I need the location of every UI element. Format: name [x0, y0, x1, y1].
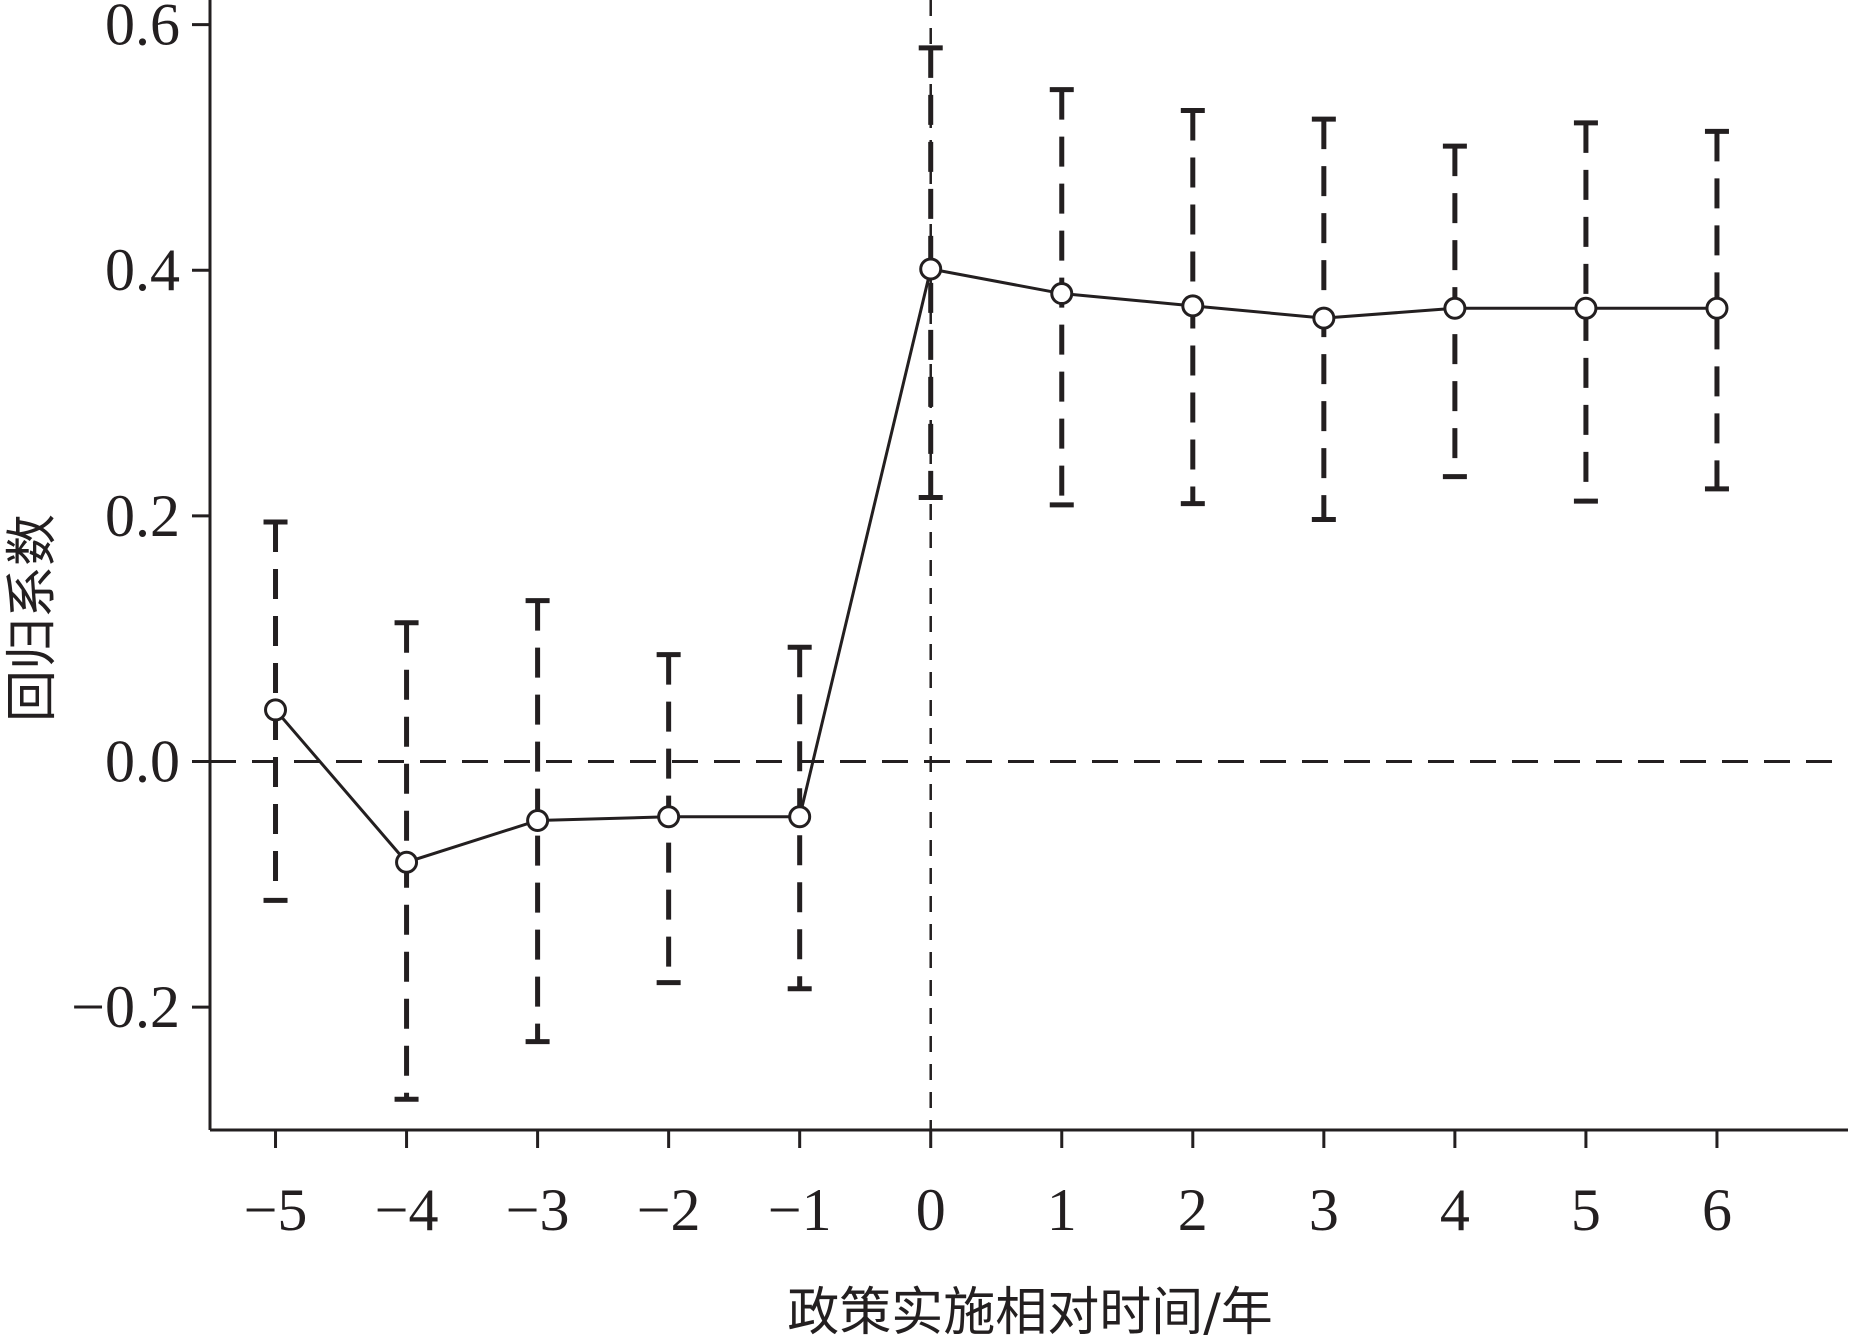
x-tick-label: 3 — [1309, 1177, 1339, 1243]
y-tick-label: −0.2 — [71, 974, 180, 1040]
x-tick-label: −1 — [768, 1177, 832, 1243]
data-point — [526, 808, 550, 832]
data-point — [1705, 296, 1729, 320]
coefficient-series — [264, 257, 1729, 874]
x-tick-label: 0 — [916, 1177, 946, 1243]
series-line — [274, 267, 1717, 864]
y-tick-label: 0.0 — [105, 729, 180, 795]
y-axis-title: 回归系数 — [3, 514, 63, 722]
y-tick-label: 0.2 — [105, 483, 180, 549]
axes — [192, 0, 1848, 1148]
data-point — [264, 698, 288, 722]
y-tick-label: 0.4 — [105, 237, 180, 303]
x-tick-label: 5 — [1571, 1177, 1601, 1243]
data-point — [395, 850, 419, 874]
x-tick-label: 1 — [1047, 1177, 1077, 1243]
x-axis-title: 政策实施相对时间/年 — [787, 1283, 1273, 1343]
data-point — [788, 805, 812, 829]
data-point — [919, 257, 943, 281]
x-tick-label: −4 — [375, 1177, 439, 1243]
x-tick-label: 4 — [1440, 1177, 1470, 1243]
x-tick-label: −2 — [637, 1177, 701, 1243]
x-tick-label: 2 — [1178, 1177, 1208, 1243]
x-tick-label: −3 — [506, 1177, 570, 1243]
data-point — [1312, 306, 1336, 330]
x-tick-label: −5 — [244, 1177, 308, 1243]
x-tick-label: 6 — [1702, 1177, 1732, 1243]
data-point — [1050, 282, 1074, 306]
confidence-intervals — [263, 45, 1729, 1102]
data-point — [1181, 294, 1205, 318]
tick-labels: −0.2 0.0 0.2 0.4 0.6 −5 −4 −3 −2 −1 0 1 2 3 4 5 6 — [71, 0, 1732, 1243]
reference-lines — [210, 0, 1848, 1130]
data-point — [657, 805, 681, 829]
data-point — [1443, 296, 1467, 320]
data-point — [1574, 296, 1598, 320]
y-tick-label: 0.6 — [105, 0, 180, 58]
